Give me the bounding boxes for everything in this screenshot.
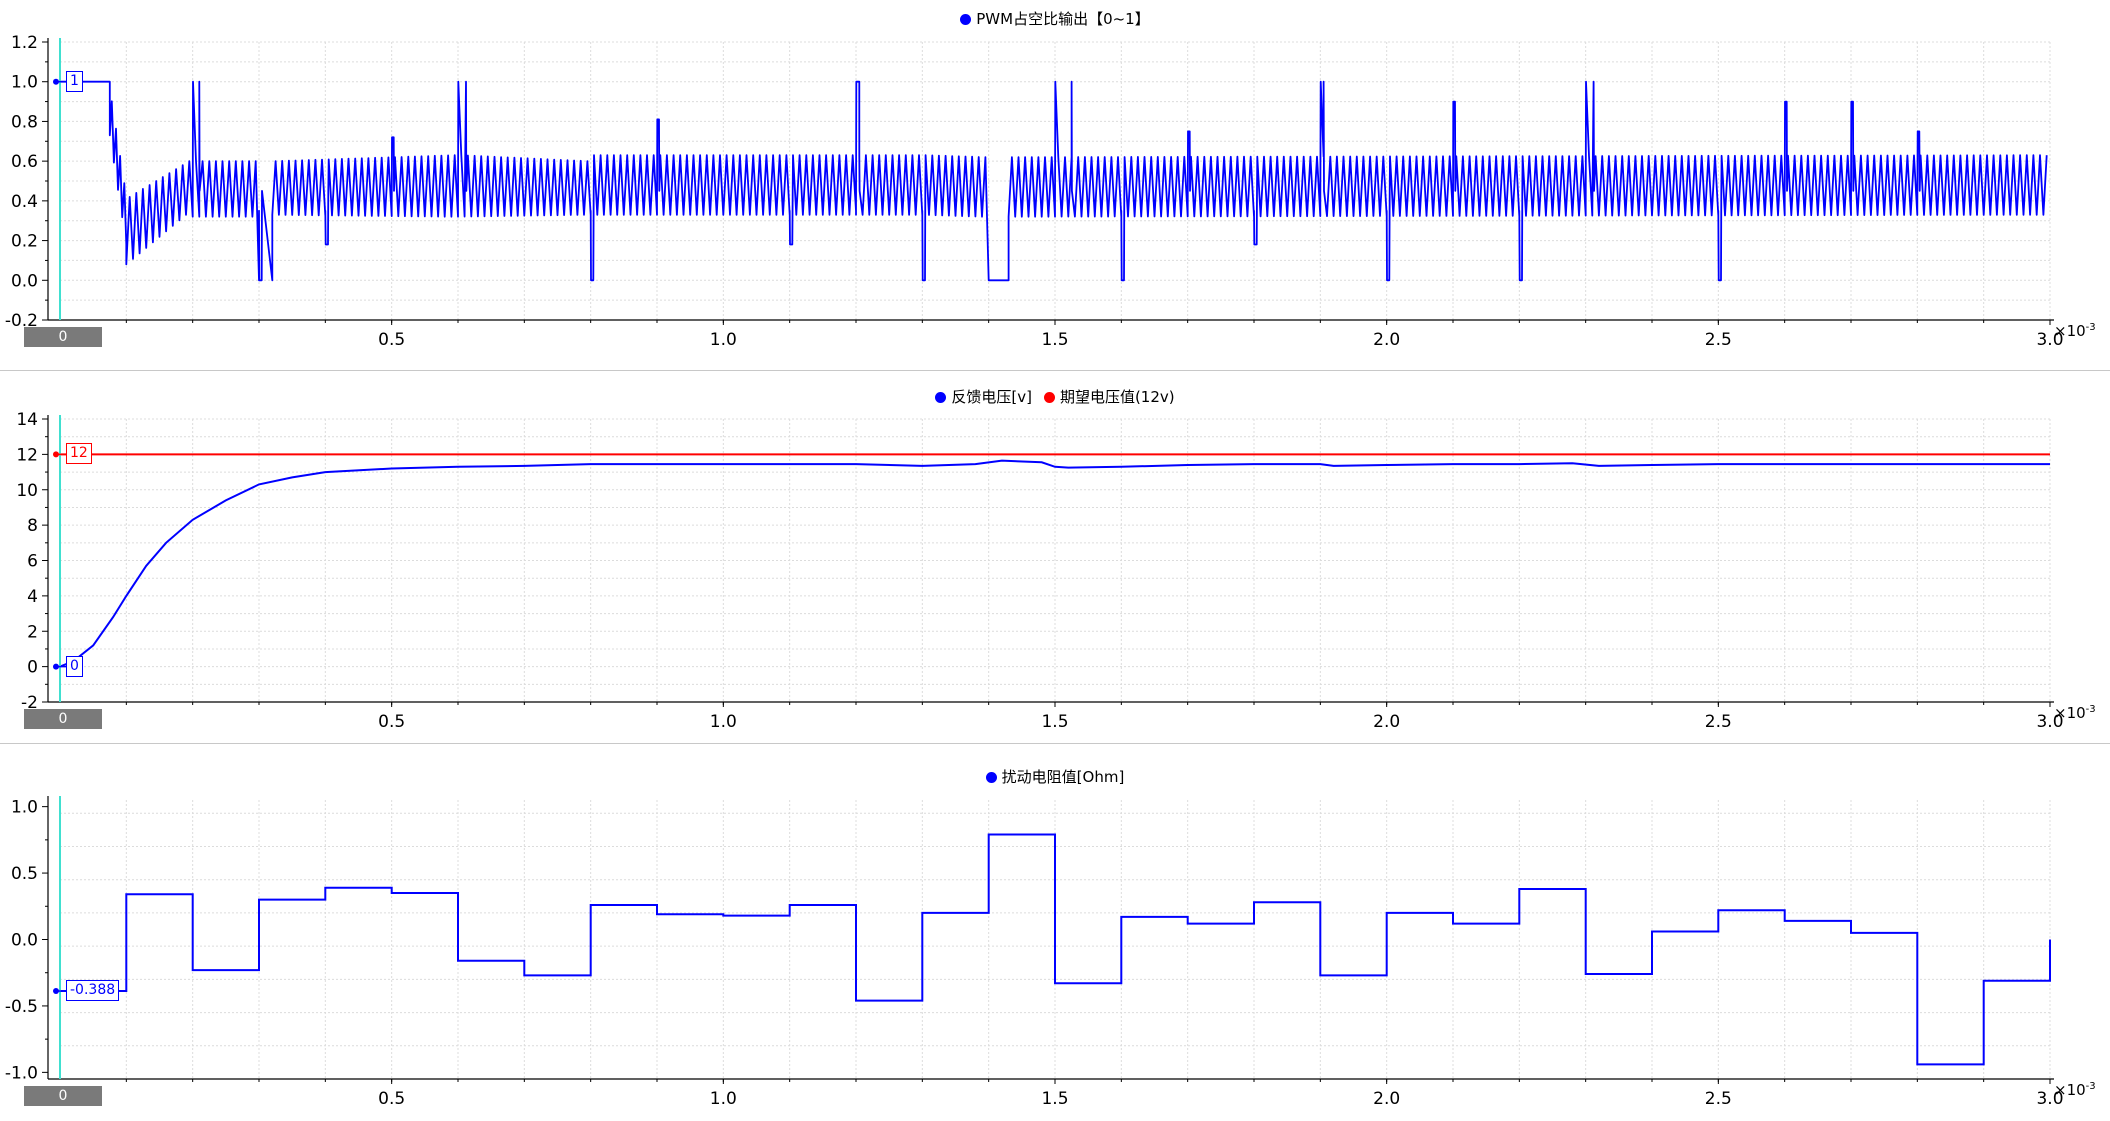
disturbance-resistance-chart-panel: -1.0 -0.5 0.0 0.5 1.0 0.5 1.0 1.5 2.0 2.5 3.0 扰动电阻值… (0, 743, 2110, 1120)
chart-legend: 反馈电压[v] 期望电压值(12v) (0, 386, 2110, 407)
x-tick-label: 1.5 (1041, 712, 1068, 732)
y-tick-label: 0.6 (11, 152, 38, 172)
x-tick-label: 1.5 (1041, 1089, 1068, 1109)
x-tick-label: 3.0 (2036, 1089, 2063, 1109)
x-axis-multiplier: ×10-3 (2054, 1081, 2096, 1099)
x-axis-multiplier: ×10-3 (2054, 704, 2096, 722)
y-tick-label: 1.0 (11, 798, 38, 818)
cursor-value-tag: 12 (66, 443, 92, 465)
x-tick-label: 2.5 (1705, 1089, 1732, 1109)
legend-item[interactable]: 期望电压值(12v) (1043, 386, 1175, 407)
legend-label: 扰动电阻值[Ohm] (1001, 768, 1125, 786)
cursor-value-tag: 1 (66, 70, 83, 92)
legend-item[interactable]: 反馈电压[v] (935, 386, 1032, 407)
x-axis-multiplier-exponent: -3 (2085, 1081, 2096, 1092)
chart-legend: 扰动电阻值[Ohm] (0, 766, 2110, 787)
x-tick-label: 2.5 (1705, 330, 1732, 350)
x-tick-label: 3.0 (2036, 712, 2063, 732)
cursor-value-tag: 0 (66, 655, 83, 677)
series-line (60, 833, 2051, 1066)
pwm-duty-chart-panel: -0.2 0.0 0.2 0.4 0.6 0.8 1.0 1.2 0.5 1.0 1.5 2.0 2.5… (0, 0, 2110, 370)
x-tick-label: 2.0 (1373, 330, 1400, 350)
legend-dot-icon (935, 392, 947, 403)
x-axis-multiplier-exponent: -3 (2085, 322, 2096, 333)
y-tick-label: 0.5 (11, 864, 38, 884)
grid (60, 800, 2051, 1080)
y-tick-label: 0 (27, 658, 38, 678)
legend-dot-icon (960, 14, 972, 25)
legend-item[interactable]: PWM占空比输出【0~1】 (960, 8, 1150, 29)
series-line (60, 80, 2048, 282)
x-axis-multiplier-base: ×10 (2054, 704, 2086, 722)
x-axis-multiplier-base: ×10 (2054, 322, 2086, 340)
legend-item[interactable]: 扰动电阻值[Ohm] (985, 766, 1125, 787)
x-tick-label: 1.0 (710, 712, 737, 732)
y-tick-label: 2 (27, 622, 38, 642)
x-tick-label: 1.0 (710, 330, 737, 350)
y-tick-label: 8 (27, 516, 38, 536)
x-axis-multiplier-exponent: -3 (2085, 704, 2096, 715)
x-axis-multiplier-base: ×10 (2054, 1081, 2086, 1099)
y-tick-label: 12 (16, 445, 38, 465)
legend-label: 反馈电压[v] (951, 388, 1032, 406)
y-tick-label: 0.0 (11, 931, 38, 951)
y-tick-label: 0.2 (11, 232, 38, 252)
cursor-x-marker[interactable]: 0 (24, 709, 102, 729)
y-tick-label: -2 (21, 693, 38, 713)
x-tick-label: 2.0 (1373, 1089, 1400, 1109)
x-tick-label: 3.0 (2036, 330, 2063, 350)
y-tick-label: 1.0 (11, 73, 38, 93)
chart-plot-area[interactable]: -0.2 0.0 0.2 0.4 0.6 0.8 1.0 1.2 0.5 1.0 1.5 2.0 2.5… (0, 0, 2110, 370)
y-tick-label: 14 (16, 410, 38, 430)
feedback-voltage-chart-panel: -2 0 2 4 6 8 10 12 14 0.5 1.0 1.5 2.0 2.5 3.0 反馈电压[v] 期望… (0, 370, 2110, 743)
y-tick-label: 4 (27, 587, 38, 607)
legend-dot-icon (1043, 392, 1055, 403)
cursor-x-marker[interactable]: 0 (24, 327, 102, 347)
x-tick-label: 2.5 (1705, 712, 1732, 732)
y-tick-label: 0.4 (11, 192, 38, 212)
y-tick-label: -0.5 (5, 997, 38, 1017)
legend-label: PWM占空比输出【0~1】 (976, 10, 1150, 28)
x-tick-label: 2.0 (1373, 712, 1400, 732)
x-tick-label: 1.0 (710, 1089, 737, 1109)
y-tick-label: 0.8 (11, 112, 38, 132)
y-tick-label: 1.2 (11, 33, 38, 53)
y-tick-label: 6 (27, 552, 38, 572)
chart-legend: PWM占空比输出【0~1】 (0, 8, 2110, 29)
y-tick-label: 10 (16, 481, 38, 501)
cursor-value-tag: -0.388 (66, 980, 120, 1002)
x-tick-label: 0.5 (378, 330, 405, 350)
cursor-x-marker[interactable]: 0 (24, 1086, 102, 1106)
y-tick-label: 0.0 (11, 271, 38, 291)
grid (60, 418, 2051, 703)
x-tick-label: 1.5 (1041, 330, 1068, 350)
x-tick-label: 0.5 (378, 712, 405, 732)
chart-plot-area[interactable]: -1.0 -0.5 0.0 0.5 1.0 0.5 1.0 1.5 2.0 2.5 3.0 (0, 744, 2110, 1121)
x-tick-label: 0.5 (378, 1089, 405, 1109)
series-line (59, 459, 2050, 668)
legend-label: 期望电压值(12v) (1059, 388, 1175, 406)
x-axis-multiplier: ×10-3 (2054, 322, 2096, 340)
y-tick-label: -0.2 (5, 311, 38, 331)
legend-dot-icon (985, 772, 997, 783)
y-tick-label: -1.0 (5, 1063, 38, 1083)
